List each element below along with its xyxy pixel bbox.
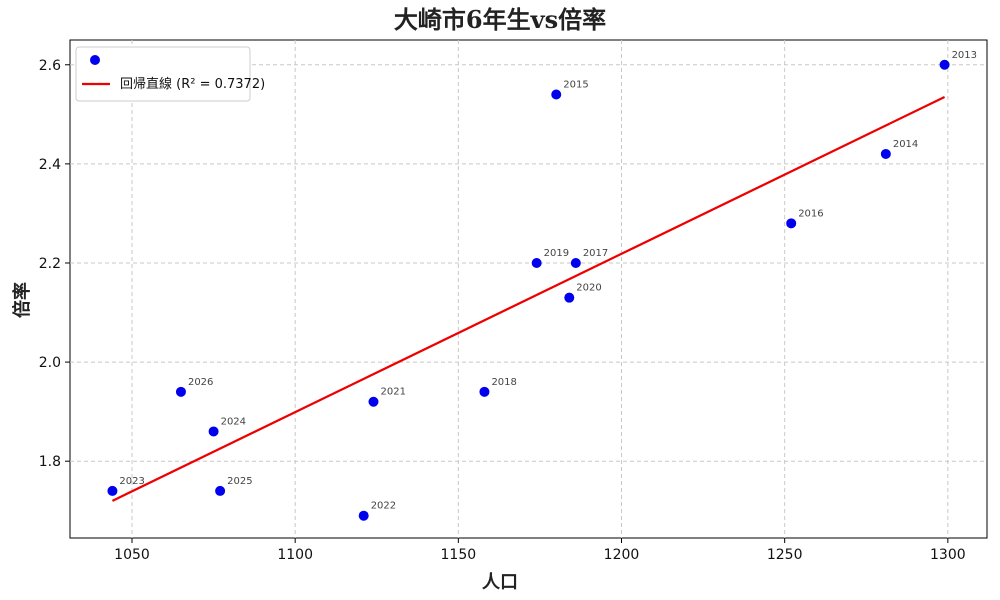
legend-box <box>75 46 251 102</box>
point-year-label: 2019 <box>544 248 569 259</box>
data-point <box>208 426 219 437</box>
data-point <box>215 485 226 496</box>
point-year-label: 2020 <box>576 283 601 294</box>
legend: 回帰直線 (R² = 0.7372) <box>75 46 265 102</box>
trend-line <box>111 95 946 502</box>
data-point <box>880 148 891 159</box>
point-year-label: 2014 <box>893 139 918 150</box>
point-year-label: 2013 <box>952 50 977 61</box>
y-tick-label: 2.4 <box>39 157 61 173</box>
data-point <box>531 257 542 268</box>
chart-title: 大崎市6年生vs倍率 <box>394 5 606 34</box>
grid-lines <box>70 40 987 538</box>
data-point <box>479 386 490 397</box>
point-year-label: 2017 <box>583 248 608 259</box>
x-tick-label: 1200 <box>604 547 640 563</box>
y-tick-label: 2.6 <box>39 58 61 74</box>
x-tick-label: 1300 <box>930 547 966 563</box>
data-point <box>368 396 379 407</box>
point-year-label: 2023 <box>119 476 144 487</box>
data-point <box>564 292 575 303</box>
plot-area <box>69 39 988 539</box>
x-tick-label: 1100 <box>277 547 313 563</box>
point-year-label: 2025 <box>227 476 252 487</box>
data-point <box>358 510 369 521</box>
y-tick-label: 2.2 <box>39 256 61 272</box>
legend-trend-label: 回帰直線 (R² = 0.7372) <box>120 76 265 92</box>
data-point <box>786 218 797 229</box>
x-axis-label: 人口 <box>482 572 518 593</box>
y-axis-ticks: 1.8 2.0 2.2 2.4 2.6 <box>39 58 70 470</box>
data-point <box>175 386 186 397</box>
point-year-label: 2024 <box>221 416 246 427</box>
data-point <box>551 89 562 100</box>
data-point <box>939 59 950 70</box>
point-labels: 2013 2014 2015 2016 2017 2018 2019 2020 2021 2022… <box>119 50 977 512</box>
point-year-label: 2021 <box>380 387 405 398</box>
point-year-label: 2015 <box>563 80 588 91</box>
point-year-label: 2018 <box>491 377 516 388</box>
x-tick-label: 1250 <box>767 547 803 563</box>
data-point <box>107 485 118 496</box>
y-tick-label: 2.0 <box>39 355 61 371</box>
x-tick-label: 1050 <box>114 547 150 563</box>
point-year-label: 2022 <box>371 501 396 512</box>
y-tick-label: 1.8 <box>39 454 61 470</box>
x-axis-ticks: 1050 1100 1150 1200 1250 1300 <box>114 538 966 563</box>
point-year-label: 2016 <box>798 208 823 219</box>
data-point <box>570 257 581 268</box>
y-axis-label: 倍率 <box>11 282 33 318</box>
data-points <box>107 59 950 521</box>
point-year-label: 2026 <box>188 377 213 388</box>
x-tick-label: 1150 <box>441 547 477 563</box>
legend-point-marker <box>90 55 100 65</box>
